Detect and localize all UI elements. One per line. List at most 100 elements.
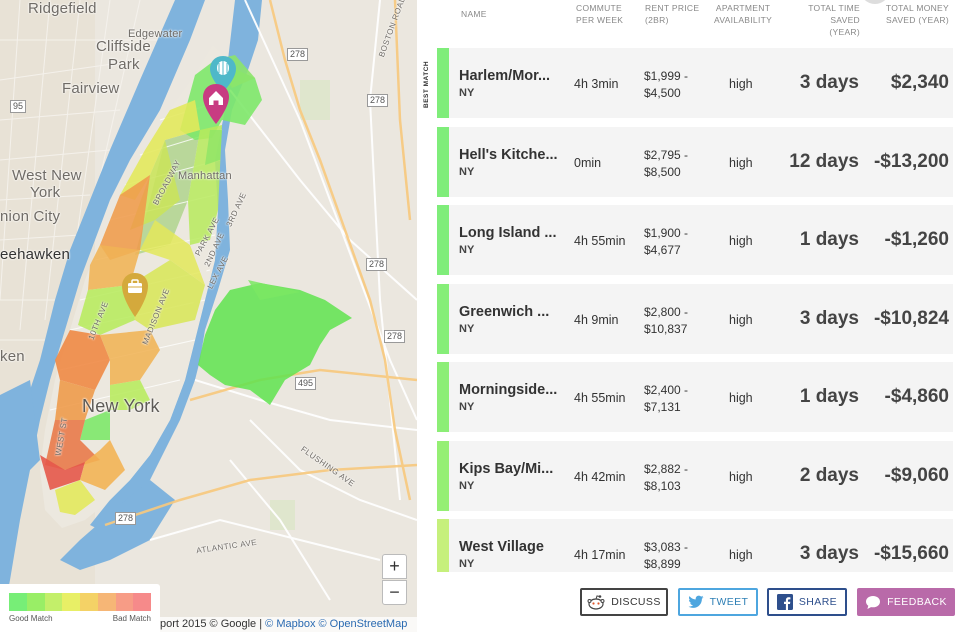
neighborhood-state: NY <box>459 479 475 492</box>
time-saved: 3 days <box>799 543 859 564</box>
legend-swatch <box>97 593 116 611</box>
match-color-stripe <box>437 283 449 354</box>
time-saved: 1 days <box>799 386 859 407</box>
table-row[interactable]: Harlem/Mor... NY 4h 3min high 3 days $2,340 $1… <box>437 48 953 118</box>
rent-low: $2,800 - <box>644 304 689 319</box>
header-time-line2: SAVED (YEAR) <box>829 15 860 37</box>
match-color-stripe <box>437 440 449 511</box>
best-match-label: BEST MATCH <box>421 60 435 110</box>
neighborhood-state: NY <box>459 165 475 178</box>
scroll-indicator <box>860 0 890 4</box>
rent-price: $2,400 - $7,131 <box>644 382 688 416</box>
label-cliffside: Cliffside <box>96 38 151 55</box>
zoom-in-button[interactable]: + <box>382 554 407 579</box>
table-row[interactable]: Greenwich ... NY 4h 9min high 3 days -$10,824… <box>437 283 953 354</box>
highway-shield: 95 <box>10 100 27 113</box>
table-row[interactable]: Kips Bay/Mi... NY 4h 42min high 2 days -$9,06… <box>437 440 953 511</box>
commute-time: 4h 3min <box>574 77 619 91</box>
reddit-icon <box>587 595 605 610</box>
tweet-button[interactable]: TWEET <box>678 588 758 616</box>
header-rent[interactable]: RENT PRICE (2BR) <box>645 2 699 26</box>
apartment-availability: high <box>729 77 753 91</box>
label-west-new-york-2: York <box>30 184 61 201</box>
money-saved: -$15,660 <box>873 543 949 564</box>
time-saved: 2 days <box>799 464 859 486</box>
legend-swatch <box>80 593 98 611</box>
briefcase-pin-icon[interactable] <box>120 271 150 319</box>
header-availability[interactable]: APARTMENT AVAILABILITY <box>714 2 772 26</box>
share-button[interactable]: SHARE <box>767 588 847 616</box>
neighborhood-name: Hell's Kitche... <box>459 146 558 163</box>
mapbox-link[interactable]: © Mapbox <box>265 618 316 630</box>
discuss-button[interactable]: DISCUSS <box>580 588 668 616</box>
commute-time: 4h 17min <box>574 548 626 562</box>
match-color-stripe <box>437 205 449 275</box>
time-saved: 1 days <box>799 229 859 250</box>
table-row[interactable]: Morningside... NY 4h 55min high 1 days -$4,86… <box>437 362 953 432</box>
rent-price: $2,795 - $8,500 <box>644 147 688 181</box>
zoom-out-button[interactable]: − <box>382 580 407 605</box>
rent-price: $2,800 - $10,837 <box>644 304 688 338</box>
rent-low: $3,083 - <box>644 540 689 554</box>
rent-high: $10,837 <box>644 321 688 336</box>
neighborhood-state: NY <box>459 322 475 335</box>
share-label: SHARE <box>798 596 838 608</box>
neighborhood-map[interactable]: Ridgefield Edgewater Cliffside Park Fair… <box>0 0 417 632</box>
legend-color-scale <box>9 593 151 611</box>
label-new-york: New York <box>82 396 160 416</box>
header-availability-line1: APARTMENT <box>715 3 771 13</box>
rent-price: $1,900 - $4,677 <box>644 225 688 259</box>
table-header: NAME COMMUTE PER WEEK RENT PRICE (2BR) A… <box>417 0 967 44</box>
match-color-stripe <box>437 362 449 432</box>
results-list[interactable]: Harlem/Mor... NY 4h 3min high 3 days $2,340 $1… <box>437 48 953 572</box>
header-money-saved[interactable]: TOTAL MONEY SAVED (YEAR) <box>877 2 949 26</box>
commute-time: 4h 9min <box>574 312 619 327</box>
money-saved: -$10,824 <box>873 307 949 329</box>
table-row[interactable]: Hell's Kitche... NY 0min high 12 days -$13,20… <box>437 126 953 197</box>
header-money-line1: TOTAL MONEY <box>885 3 949 13</box>
commute-time: 4h 55min <box>574 234 626 248</box>
time-saved: 3 days <box>799 72 859 93</box>
feedback-label: FEEDBACK <box>887 596 947 608</box>
legend-swatch <box>44 593 63 611</box>
table-row[interactable]: Long Island ... NY 4h 55min high 1 days -$1,2… <box>437 205 953 275</box>
facebook-icon <box>776 594 793 610</box>
header-money-line2: SAVED (YEAR) <box>886 15 949 25</box>
neighborhood-name: Harlem/Mor... <box>459 68 551 84</box>
rent-low: $2,882 - <box>644 461 689 476</box>
rent-high: $4,677 <box>644 243 681 257</box>
results-panel: NAME COMMUTE PER WEEK RENT PRICE (2BR) A… <box>417 0 967 632</box>
neighborhood-name: Kips Bay/Mi... <box>459 460 554 477</box>
table-row[interactable]: West Village NY 4h 17min high 3 days -$15,660… <box>437 519 953 572</box>
header-time-line1: TOTAL TIME <box>808 3 860 13</box>
highway-shield: 278 <box>366 258 388 271</box>
legend-swatch <box>133 593 151 611</box>
money-saved: -$1,260 <box>884 229 949 250</box>
neighborhood-name: West Village <box>459 539 544 555</box>
balloon-pin-icon[interactable] <box>208 54 238 94</box>
commute-time: 4h 42min <box>574 469 626 484</box>
money-saved: $2,340 <box>890 72 949 93</box>
feedback-button[interactable]: FEEDBACK <box>857 588 955 616</box>
commute-time: 0min <box>574 155 602 170</box>
rent-high: $7,131 <box>644 400 681 414</box>
header-commute[interactable]: COMMUTE PER WEEK <box>576 2 623 26</box>
home-pin-icon[interactable] <box>201 82 231 126</box>
neighborhood-state: NY <box>459 87 475 99</box>
apartment-availability: high <box>729 548 753 562</box>
highway-shield: 278 <box>367 94 389 107</box>
rent-low: $1,900 - <box>644 226 689 240</box>
openstreetmap-link[interactable]: © OpenStreetMap <box>318 618 408 630</box>
neighborhood-state: NY <box>459 401 475 413</box>
rent-high: $8,899 <box>644 557 681 571</box>
neighborhood-state: NY <box>459 558 475 570</box>
header-time-saved[interactable]: TOTAL TIME SAVED (YEAR) <box>799 2 860 38</box>
money-saved: -$13,200 <box>873 150 949 172</box>
header-name[interactable]: NAME <box>461 9 487 19</box>
apartment-availability: high <box>729 312 753 327</box>
apartment-availability: high <box>729 391 753 405</box>
match-color-stripe <box>437 126 449 197</box>
match-color-stripe <box>437 519 449 572</box>
highway-shield: 278 <box>384 330 406 343</box>
